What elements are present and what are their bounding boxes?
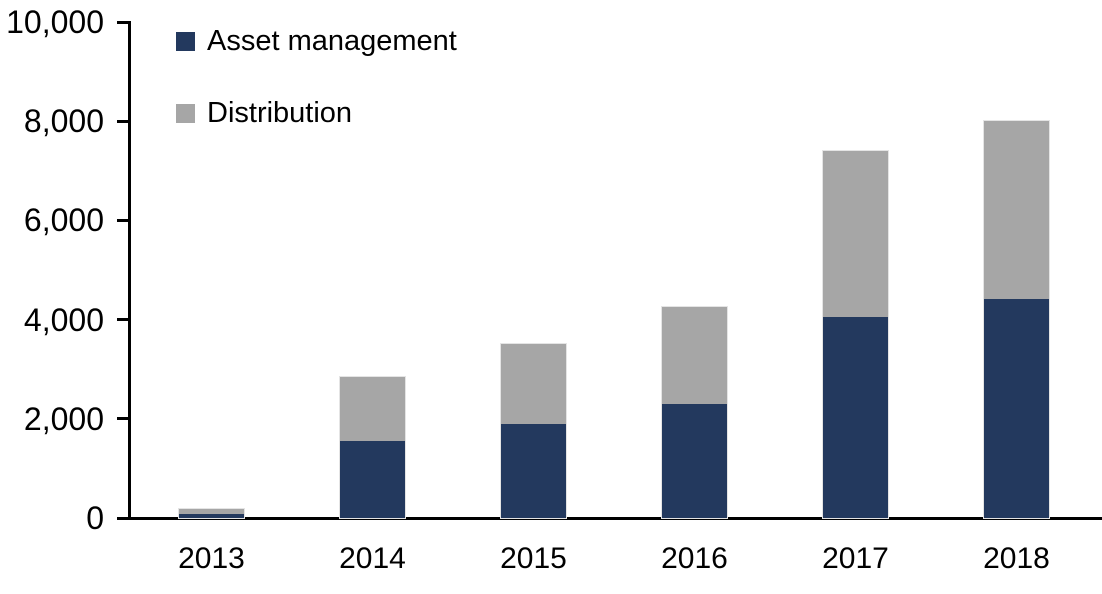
x-tick-label-2014: 2014 [339,542,406,575]
y-tick-mark [117,218,131,222]
bar-segment-asset-management-2017 [823,317,888,518]
y-tick-label: 4,000 [23,301,104,338]
x-tick-label-2017: 2017 [822,542,889,575]
x-tick-label-2013: 2013 [178,542,245,575]
bar-2016 [661,306,728,519]
y-axis-line [128,21,131,520]
bar-segment-distribution-2013 [179,508,244,514]
legend-swatch-asset-management-icon [176,32,195,51]
x-tick-label-2016: 2016 [661,542,728,575]
bar-segment-distribution-2016 [662,307,727,404]
bar-2014 [339,375,406,519]
legend-label-distribution: Distribution [207,97,353,129]
x-tick-label-2015: 2015 [500,542,567,575]
bar-segment-asset-management-2014 [340,441,405,518]
y-tick-label: 10,000 [6,4,104,40]
bar-segment-distribution-2018 [984,121,1049,299]
bar-segment-distribution-2017 [823,150,888,318]
legend-swatch-distribution-icon [176,104,195,123]
bar-2017 [822,149,889,519]
legend-label-asset-management: Asset management [207,25,457,57]
y-tick-mark [117,119,131,123]
bar-segment-asset-management-2015 [501,423,566,518]
y-tick-mark [117,20,131,24]
bar-2013 [178,507,245,520]
x-tick-label-2018: 2018 [983,542,1050,575]
x-axis-line [117,517,1102,520]
bar-2018 [983,120,1050,519]
legend-item-asset-management: Asset management [176,25,457,58]
y-tick-label: 6,000 [23,202,104,239]
bar-segment-distribution-2014 [340,376,405,442]
bar-segment-asset-management-2013 [179,513,244,518]
legend-item-distribution: Distribution [176,97,457,130]
y-tick-mark [117,318,131,322]
bar-segment-distribution-2015 [501,344,566,424]
y-tick-label: 0 [86,500,104,536]
y-tick-label: 2,000 [23,400,104,437]
bar-2015 [500,343,567,519]
y-tick-label: 8,000 [23,103,104,140]
bar-segment-asset-management-2018 [984,298,1049,518]
y-tick-mark [117,417,131,421]
y-tick-mark [117,516,131,520]
bar-segment-asset-management-2016 [662,403,727,518]
legend: Asset management Distribution [176,25,457,130]
